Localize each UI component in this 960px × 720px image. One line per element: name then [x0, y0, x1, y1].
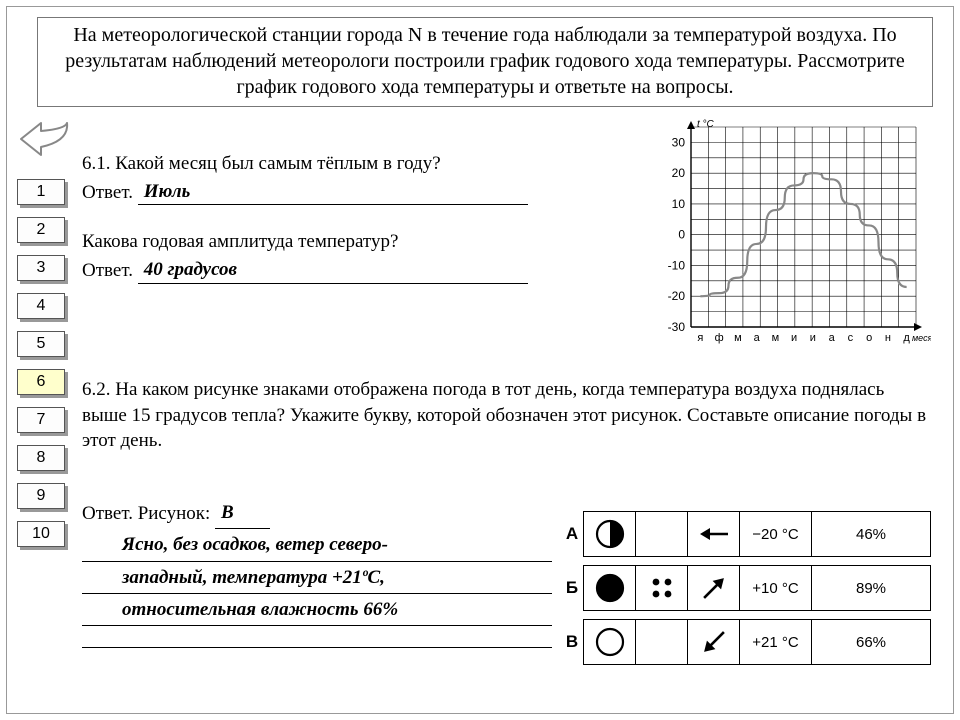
nav-column: 1 2 3 4 5 6 7 8 9 10	[17, 179, 65, 559]
nav-button-9[interactable]: 9	[17, 483, 65, 509]
q62-text: На каком рисунке знаками отображена пого…	[82, 379, 926, 451]
weather-label: Б	[561, 578, 583, 598]
q62-answer-block: Ответ. Рисунок: В Ясно, без осадков, вет…	[82, 497, 552, 648]
wind-icon	[688, 566, 740, 610]
weather-box: +21 °С66%	[583, 619, 931, 665]
q62-block: 6.2. На каком рисунке знаками отображена…	[82, 377, 931, 454]
sky-icon	[584, 566, 636, 610]
svg-text:с: с	[848, 332, 854, 344]
svg-text:а: а	[829, 332, 836, 344]
q61-answer: Июль	[138, 179, 528, 206]
temp-value: +21 °С	[740, 620, 812, 664]
temp-value: −20 °С	[740, 512, 812, 556]
svg-text:и: и	[791, 332, 797, 344]
q62-letter: В	[215, 497, 270, 529]
svg-text:20: 20	[672, 166, 686, 180]
content-area: 6.1. Какой месяц был самым тёплым в году…	[82, 135, 643, 284]
svg-text:м: м	[772, 332, 780, 344]
precip-icon	[636, 566, 688, 610]
weather-panel: А−20 °С46%Б+10 °С89%В+21 °С66%	[561, 511, 931, 673]
svg-text:м: м	[734, 332, 742, 344]
svg-text:а: а	[754, 332, 761, 344]
q61-ans-label: Ответ.	[82, 182, 133, 203]
svg-text:30: 30	[672, 135, 686, 149]
weather-box: −20 °С46%	[583, 511, 931, 557]
svg-text:я: я	[697, 332, 703, 344]
q61-num: 6.1.	[82, 153, 111, 174]
svg-text:-10: -10	[668, 258, 686, 272]
svg-text:месяц: месяц	[912, 333, 931, 343]
q62-desc2: западный, температура +21ºС,	[82, 567, 385, 588]
nav-button-8[interactable]: 8	[17, 445, 65, 471]
weather-label: В	[561, 632, 583, 652]
weather-row-В: В+21 °С66%	[561, 619, 931, 665]
q62-num: 6.2.	[82, 379, 111, 400]
weather-label: А	[561, 524, 583, 544]
temp-value: +10 °С	[740, 566, 812, 610]
wind-icon	[688, 512, 740, 556]
nav-button-5[interactable]: 5	[17, 331, 65, 357]
svg-text:10: 10	[672, 197, 686, 211]
q62-ans-label: Ответ. Рисунок:	[82, 503, 210, 524]
svg-text:t °C: t °C	[697, 119, 715, 130]
page-frame: На метеорологической станции города N в …	[6, 6, 954, 714]
nav-button-6[interactable]: 6	[17, 369, 65, 395]
weather-row-Б: Б+10 °С89%	[561, 565, 931, 611]
q62-desc1: Ясно, без осадков, ветер северо-	[82, 534, 388, 555]
nav-button-2[interactable]: 2	[17, 217, 65, 243]
svg-text:-20: -20	[668, 289, 686, 303]
nav-button-1[interactable]: 1	[17, 179, 65, 205]
qamp-ans-label: Ответ.	[82, 260, 133, 281]
qamp-text: Какова годовая амплитуда температур?	[82, 231, 398, 252]
nav-button-3[interactable]: 3	[17, 255, 65, 281]
svg-text:0: 0	[678, 228, 685, 242]
qamp-answer: 40 градусов	[138, 257, 528, 284]
q62-desc3: относительная влажность 66%	[82, 599, 398, 620]
q61-text: Какой месяц был самым тёплым в году?	[115, 153, 440, 174]
humidity-value: 66%	[812, 620, 930, 664]
weather-box: +10 °С89%	[583, 565, 931, 611]
svg-text:д: д	[903, 332, 910, 344]
svg-text:и: и	[810, 332, 816, 344]
sky-icon	[584, 620, 636, 664]
svg-text:ф: ф	[715, 332, 724, 344]
nav-button-10[interactable]: 10	[17, 521, 65, 547]
humidity-value: 46%	[812, 512, 930, 556]
nav-button-7[interactable]: 7	[17, 407, 65, 433]
nav-button-4[interactable]: 4	[17, 293, 65, 319]
back-arrow-icon[interactable]	[19, 119, 71, 159]
intro-text: На метеорологической станции города N в …	[37, 17, 933, 107]
weather-row-А: А−20 °С46%	[561, 511, 931, 557]
svg-text:н: н	[885, 332, 891, 344]
svg-text:-30: -30	[668, 320, 686, 334]
precip-icon	[636, 620, 688, 664]
wind-icon	[688, 620, 740, 664]
svg-text:о: о	[866, 332, 872, 344]
temperature-chart: 3020100-10-20-30яфмамииасондt °Cмесяц	[646, 115, 931, 355]
sky-icon	[584, 512, 636, 556]
precip-icon	[636, 512, 688, 556]
humidity-value: 89%	[812, 566, 930, 610]
